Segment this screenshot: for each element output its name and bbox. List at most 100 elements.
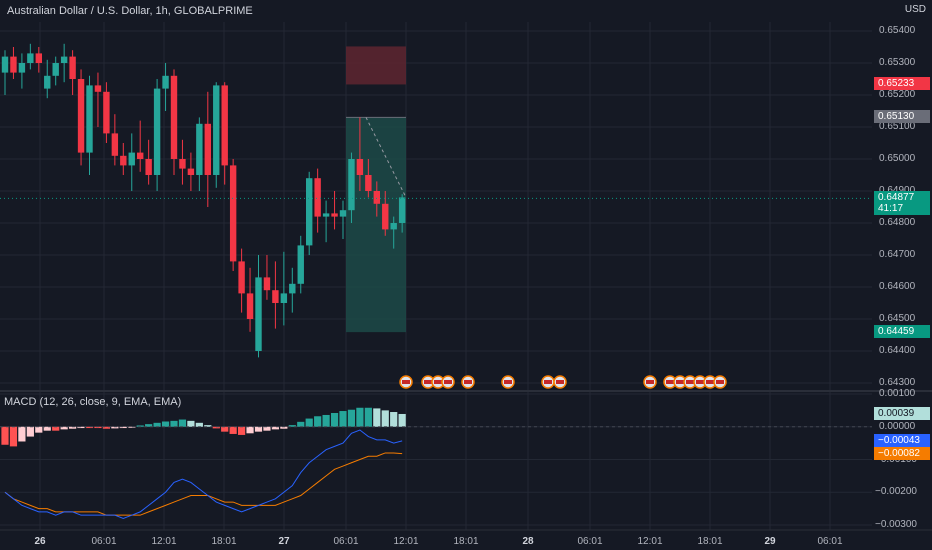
us-flag-icon — [646, 380, 654, 384]
candle-body — [179, 159, 186, 169]
candle-body — [306, 178, 313, 246]
macd-histogram-bar — [364, 407, 372, 427]
candle-body — [27, 53, 34, 63]
macd-histogram-tag: 0.00039 — [874, 406, 930, 420]
macd-histogram-bar — [111, 426, 119, 429]
macd-histogram-bar — [18, 426, 26, 442]
candle-body — [1, 56, 9, 73]
take-profit-zone — [346, 117, 406, 333]
position-path-line — [365, 117, 407, 198]
candle-body — [373, 191, 380, 204]
macd-histogram-bar — [246, 426, 254, 434]
macd-histogram-bar — [390, 412, 398, 427]
candle-body — [356, 159, 364, 175]
candle-body — [153, 88, 161, 175]
time-tick-label: 18:01 — [211, 536, 237, 547]
candle-body — [246, 293, 254, 319]
macd-histogram-bar — [77, 426, 85, 429]
us-flag-icon — [696, 380, 704, 384]
candle-body — [145, 159, 152, 175]
candle-body — [94, 85, 102, 92]
candle-body — [255, 277, 262, 351]
candle-body — [331, 213, 338, 217]
price-tick-label: 0.65100 — [879, 121, 916, 132]
candle-body — [348, 159, 355, 211]
macd-histogram-bar — [356, 407, 364, 427]
us-flag-icon — [716, 380, 724, 384]
us-flag-icon — [402, 380, 410, 384]
candle-body — [44, 75, 51, 89]
macd-tick-label: −0.00200 — [875, 486, 917, 498]
macd-indicator-title[interactable]: MACD (12, 26, close, 9, EMA, EMA) — [4, 396, 182, 408]
target-price-tag: 0.64459 — [874, 325, 930, 339]
candle-body — [382, 203, 389, 230]
macd-line — [4, 429, 403, 519]
candle-body — [297, 245, 304, 284]
price-tick-label: 0.64900 — [879, 185, 932, 196]
macd-histogram-bar — [35, 426, 43, 433]
candle-body — [289, 283, 296, 294]
candle-body — [77, 79, 85, 153]
symbol-title[interactable]: Australian Dollar / U.S. Dollar, 1h, GLO… — [7, 5, 253, 17]
signal-line-tag: −0.00082 — [874, 446, 930, 460]
time-tick-label: 18:01 — [453, 536, 479, 547]
macd-line-tag: −0.00043 — [874, 433, 930, 447]
macd-histogram-bar — [212, 426, 220, 429]
macd-histogram-bar — [305, 418, 313, 427]
candle-body — [365, 175, 372, 191]
us-flag-icon — [544, 380, 552, 384]
candle-body — [229, 165, 237, 262]
macd-histogram-bar — [136, 425, 144, 427]
bar-countdown: 41:17 — [878, 203, 904, 215]
macd-histogram-bar — [26, 426, 34, 437]
price-tick-label: 0.64400 — [879, 345, 916, 356]
entry-price-tag: 0.65130 — [874, 110, 930, 124]
macd-histogram-bar — [60, 426, 68, 430]
price-tick-label: 0.64800 — [879, 217, 916, 228]
us-flag-icon — [444, 380, 452, 384]
macd-histogram-bar — [94, 426, 102, 429]
macd-histogram-bar — [187, 420, 195, 427]
macd-histogram-bar — [339, 411, 347, 427]
price-tick-label: 0.64700 — [879, 249, 916, 260]
time-tick-label: 27 — [278, 536, 290, 547]
candle-body — [60, 56, 68, 63]
macd-histogram-bar — [195, 422, 203, 427]
macd-histogram-bar — [102, 426, 110, 429]
macd-histogram-bar — [178, 419, 187, 427]
candle-body — [339, 210, 347, 217]
time-tick-label: 06:01 — [817, 536, 843, 547]
candle-body — [137, 152, 144, 159]
candle-body — [204, 123, 211, 175]
macd-histogram-bar — [330, 412, 339, 427]
last-price-tag: 0.64877 41:17 — [874, 191, 930, 216]
time-tick-label: 12:01 — [151, 536, 177, 547]
candle-body — [213, 85, 220, 175]
price-tick-label: 0.65300 — [879, 57, 916, 68]
macd-tick-label: 0.00100 — [879, 388, 916, 399]
us-flag-icon — [686, 380, 694, 384]
macd-histogram-bar — [373, 408, 381, 427]
candle-body — [111, 133, 119, 156]
macd-histogram-bar — [288, 425, 296, 427]
macd-histogram-bar — [69, 426, 77, 429]
macd-histogram-bar — [263, 426, 271, 431]
macd-histogram-bar — [9, 426, 18, 447]
candle-body — [280, 293, 288, 303]
stop-loss-zone — [346, 46, 406, 85]
us-flag-icon — [504, 380, 512, 384]
currency-label[interactable]: USD — [904, 4, 926, 15]
price-tick-label: 0.64300 — [879, 377, 916, 388]
us-flag-icon — [424, 380, 432, 384]
us-flag-icon — [666, 380, 674, 384]
time-tick-label: 06:01 — [577, 536, 603, 547]
time-tick-label: 29 — [764, 536, 776, 547]
macd-histogram-bar — [43, 426, 51, 431]
macd-histogram-bar — [297, 421, 305, 427]
macd-histogram-bar — [153, 422, 161, 427]
candle-body — [162, 75, 169, 89]
macd-histogram-bar — [1, 426, 9, 445]
us-flag-icon — [464, 380, 472, 384]
macd-histogram-bar — [238, 426, 246, 435]
